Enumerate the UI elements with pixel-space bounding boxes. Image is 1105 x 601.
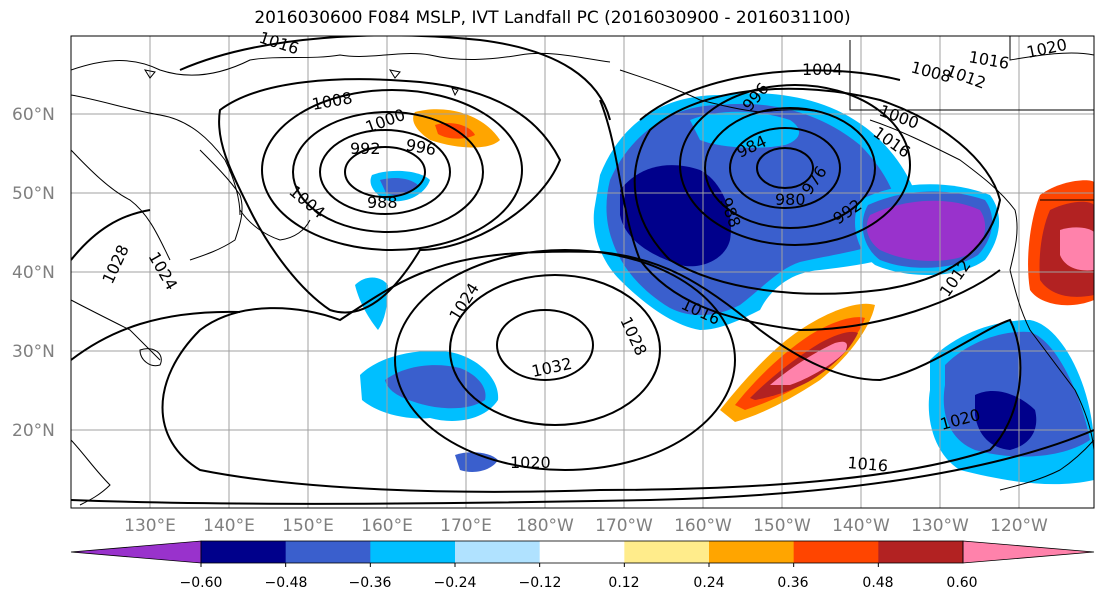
colorbar: −0.60 −0.48 −0.36 −0.24 −0.12 0.12 0.24 … [70, 540, 1095, 591]
lon-label: 170°E [440, 516, 492, 536]
lat-label: 60°N [12, 105, 55, 125]
lon-label: 140°W [832, 516, 890, 536]
colorbar-segment [624, 541, 710, 563]
lat-label: 40°N [12, 263, 55, 283]
longitude-labels: 130°E 140°E 150°E 160°E 170°E 180°W 170°… [124, 516, 1048, 536]
lon-label: 160°W [674, 516, 732, 536]
lon-label: 130°E [124, 516, 176, 536]
lon-label: 150°E [282, 516, 334, 536]
lat-label: 20°N [12, 421, 55, 441]
colorbar-segment [793, 541, 879, 563]
colorbar-extend-low [70, 540, 202, 564]
lon-label: 150°W [753, 516, 811, 536]
colorbar-tick-label: −0.36 [349, 575, 392, 591]
colorbar-tick-label: −0.60 [180, 575, 223, 591]
lon-label: 130°W [911, 516, 969, 536]
colorbar-segment [878, 541, 964, 563]
latitude-labels: 60°N 50°N 40°N 30°N 20°N [12, 105, 55, 441]
lon-label: 160°E [361, 516, 413, 536]
lat-label: 50°N [12, 184, 55, 204]
lon-label: 170°W [595, 516, 653, 536]
isobar-label: 1020 [510, 453, 551, 472]
lon-label: 120°W [990, 516, 1048, 536]
colorbar-tick-label: −0.24 [434, 575, 477, 591]
colorbar-segment [285, 541, 371, 563]
colorbar-tick-label: 0.36 [777, 575, 808, 591]
map-title: 2016030600 F084 MSLP, IVT Landfall PC (2… [254, 8, 851, 28]
colorbar-segment [201, 541, 287, 563]
colorbar-segment [455, 541, 541, 563]
colorbar-tick-label: 0.60 [946, 575, 977, 591]
map-frame [70, 35, 1095, 509]
colorbar-tick-label: −0.12 [519, 575, 562, 591]
isobars [71, 36, 1094, 505]
colorbar-tick-label: 0.24 [693, 575, 724, 591]
colorbar-extend-high [962, 540, 1095, 564]
isobar-label: 992 [350, 139, 381, 158]
colorbar-segment [709, 541, 795, 563]
graticule [71, 36, 1094, 508]
colorbar-segments [70, 540, 1095, 564]
isobar-label: 980 [775, 190, 806, 209]
lon-label: 180°W [516, 516, 574, 536]
isobar-label: 1004 [802, 60, 843, 79]
colorbar-ticks: −0.60 −0.48 −0.36 −0.24 −0.12 0.12 0.24 … [180, 563, 978, 591]
colorbar-frame [200, 540, 964, 564]
colorbar-tick-label: 0.48 [862, 575, 893, 591]
isobar-label: 988 [367, 193, 398, 212]
lat-label: 30°N [12, 342, 55, 362]
colorbar-tick-label: 0.12 [608, 575, 639, 591]
colorbar-segment [539, 541, 625, 563]
lon-label: 140°E [203, 516, 255, 536]
coastlines [71, 36, 1094, 506]
colorbar-segment [370, 541, 456, 563]
isobar-label: 1016 [847, 453, 889, 475]
colorbar-tick-label: −0.48 [265, 575, 308, 591]
